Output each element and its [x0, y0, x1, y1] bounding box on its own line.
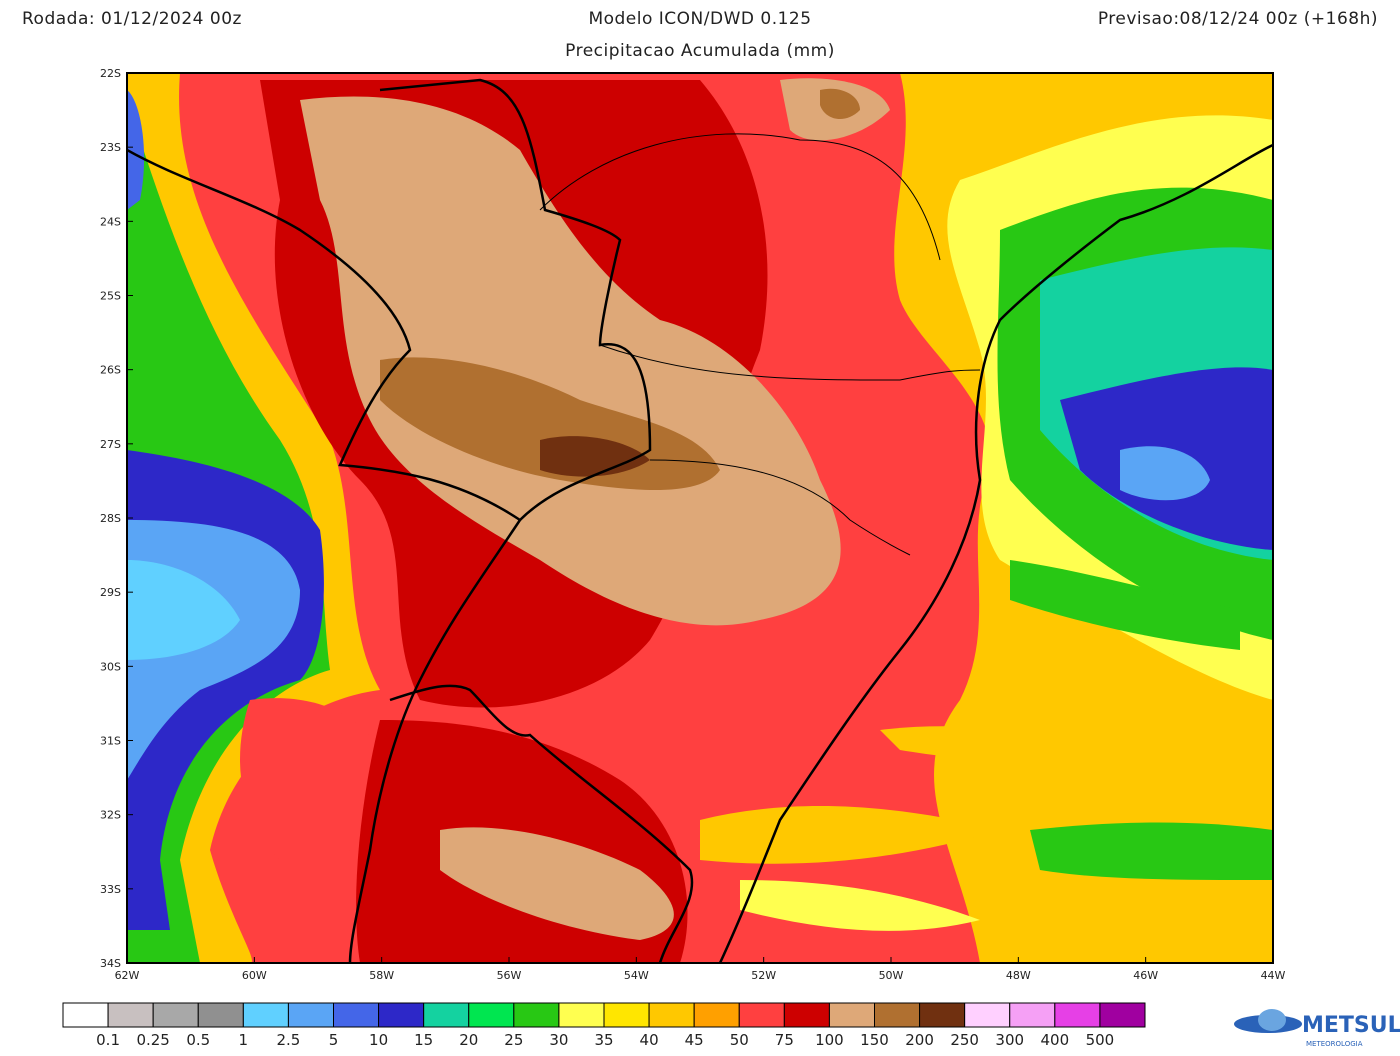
colorbar-label: 5 — [329, 1031, 339, 1049]
colorbar-label: 150 — [860, 1031, 889, 1049]
colorbar-swatch — [513, 1002, 560, 1028]
colorbar-swatch — [1054, 1002, 1101, 1028]
lat-label: 22S — [100, 67, 121, 80]
lat-label: 26S — [100, 364, 121, 377]
colorbar-swatch — [1009, 1002, 1056, 1028]
lat-label: 24S — [100, 215, 121, 228]
lon-label: 62W — [115, 969, 140, 982]
colorbar-swatch — [874, 1002, 921, 1028]
colorbar-label: 2.5 — [276, 1031, 300, 1049]
colorbar-label: 15 — [414, 1031, 433, 1049]
lat-label: 31S — [100, 735, 121, 748]
lat-label: 27S — [100, 438, 121, 451]
colorbar-label: 100 — [815, 1031, 844, 1049]
lon-label: 48W — [1006, 969, 1031, 982]
lat-label: 32S — [100, 809, 121, 822]
colorbar-swatch — [738, 1002, 785, 1028]
colorbar-swatch — [828, 1002, 876, 1028]
logo: METSUL METEOROLOGIA — [1234, 1009, 1400, 1048]
logo-name: METSUL — [1302, 1013, 1400, 1038]
precip-field — [127, 73, 1273, 963]
colorbar-swatch — [1099, 1002, 1146, 1028]
colorbar-label: 500 — [1086, 1031, 1115, 1049]
lat-label: 33S — [100, 883, 121, 896]
lat-label: 30S — [100, 660, 121, 673]
colorbar-swatch — [603, 1002, 650, 1028]
logo-tagline: METEOROLOGIA — [1306, 1040, 1363, 1048]
model-label: Modelo ICON/DWD 0.125 — [588, 9, 811, 29]
colorbar-swatch — [783, 1002, 830, 1028]
colorbar-label: 75 — [775, 1031, 794, 1049]
lon-label: 60W — [242, 969, 267, 982]
colorbar-label: 1 — [239, 1031, 249, 1049]
lat-label: 34S — [100, 957, 121, 970]
lat-label: 23S — [100, 141, 121, 154]
lat-label: 28S — [100, 512, 121, 525]
colorbar-swatch — [152, 1002, 199, 1028]
lat-label: 25S — [100, 290, 121, 303]
lon-label: 46W — [1133, 969, 1158, 982]
colorbar-label: 250 — [950, 1031, 979, 1049]
forecast-label: Previsao:08/12/24 00z (+168h) — [1098, 9, 1378, 29]
lon-label: 44W — [1261, 969, 1286, 982]
colorbar-label: 400 — [1041, 1031, 1070, 1049]
lon-label: 50W — [879, 969, 904, 982]
colorbar-label: 300 — [995, 1031, 1024, 1049]
borders — [127, 78, 1273, 963]
colorbar-swatch — [107, 1002, 154, 1028]
lat-label: 29S — [100, 586, 121, 599]
colorbar-label: 200 — [905, 1031, 934, 1049]
colorbar-swatch — [648, 1002, 695, 1028]
colorbar-label: 45 — [685, 1031, 704, 1049]
run-label: Rodada: 01/12/2024 00z — [22, 9, 242, 29]
colorbar-swatch — [964, 1002, 1011, 1028]
colorbar-swatch — [197, 1002, 244, 1028]
lon-label: 52W — [751, 969, 776, 982]
colorbar-label: 0.5 — [186, 1031, 210, 1049]
colorbar-label: 35 — [594, 1031, 613, 1049]
colorbar-swatch — [693, 1002, 740, 1028]
colorbar-swatch — [919, 1002, 966, 1028]
colorbar-swatch — [62, 1002, 109, 1028]
colorbar-label: 40 — [640, 1031, 659, 1049]
colorbar-swatch — [378, 1002, 425, 1028]
colorbar-label: 10 — [369, 1031, 388, 1049]
subtitle: Precipitacao Acumulada (mm) — [565, 41, 835, 61]
colorbar-swatch — [558, 1002, 605, 1028]
lon-label: 58W — [369, 969, 394, 982]
colorbar-label: 20 — [459, 1031, 478, 1049]
colorbar-swatch — [423, 1002, 470, 1028]
colorbar-label: 0.1 — [96, 1031, 120, 1049]
colorbar-swatch — [468, 1002, 515, 1028]
colorbar-label: 0.25 — [136, 1031, 169, 1049]
colorbar-label: 25 — [504, 1031, 523, 1049]
lon-label: 56W — [497, 969, 522, 982]
lon-label: 54W — [624, 969, 649, 982]
colorbar-swatch — [333, 1002, 380, 1028]
colorbar-label: 50 — [730, 1031, 749, 1049]
colorbar-label: 30 — [549, 1031, 568, 1049]
colorbar-swatch — [287, 1002, 334, 1028]
colorbar-swatch — [242, 1002, 289, 1028]
